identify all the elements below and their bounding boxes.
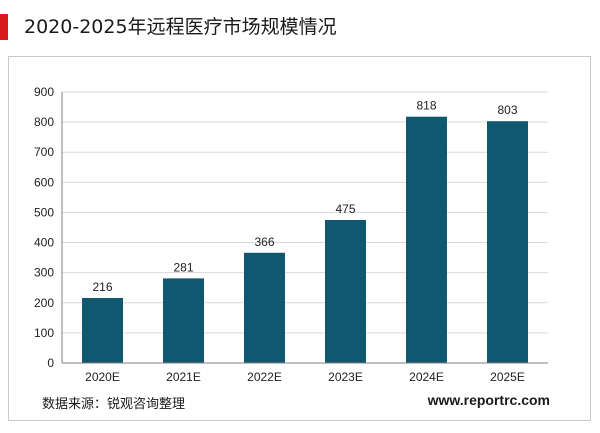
bar-2020E — [82, 297, 123, 363]
data-label: 803 — [497, 103, 517, 117]
bar-2024E — [406, 116, 447, 364]
title-accent-bar — [0, 14, 8, 40]
page-title: 2020-2025年远程医疗市场规模情况 — [24, 16, 337, 38]
x-tick-label: 2023E — [328, 370, 363, 384]
grid-lines — [62, 91, 548, 334]
x-tick-label: 2021E — [166, 370, 201, 384]
y-tick-label: 900 — [34, 85, 54, 99]
bar-2025E — [487, 121, 528, 363]
x-axis-ticks: 2020E 2021E 2022E 2023E 2024E 2025E — [85, 370, 525, 384]
y-tick-label: 400 — [34, 236, 54, 250]
y-tick-label: 800 — [34, 115, 54, 129]
x-tick-label: 2024E — [409, 370, 444, 384]
bar-2021E — [163, 278, 204, 363]
data-label: 216 — [92, 280, 112, 294]
bars — [82, 116, 528, 364]
y-tick-label: 100 — [34, 326, 54, 340]
y-tick-label: 700 — [34, 145, 54, 159]
website-link[interactable]: www.reportrc.com — [427, 392, 550, 408]
y-tick-label: 300 — [34, 266, 54, 280]
y-tick-label: 200 — [34, 296, 54, 310]
y-tick-label: 0 — [47, 356, 54, 370]
data-labels: 216 281 366 475 818 803 — [92, 99, 517, 294]
bar-2023E — [325, 219, 366, 363]
x-tick-label: 2022E — [247, 370, 282, 384]
x-tick-label: 2020E — [85, 370, 120, 384]
data-label: 366 — [254, 235, 274, 249]
data-label: 475 — [335, 202, 355, 216]
bar-2022E — [244, 252, 285, 363]
y-tick-label: 600 — [34, 175, 54, 189]
source-note: 数据来源：锐观咨询整理 — [42, 397, 186, 412]
data-label: 818 — [416, 99, 436, 113]
y-tick-label: 500 — [34, 205, 54, 219]
x-tick-label: 2025E — [490, 370, 525, 384]
data-label: 281 — [173, 260, 193, 274]
y-axis-ticks: 0 100 200 300 400 500 600 700 800 900 — [34, 85, 63, 370]
